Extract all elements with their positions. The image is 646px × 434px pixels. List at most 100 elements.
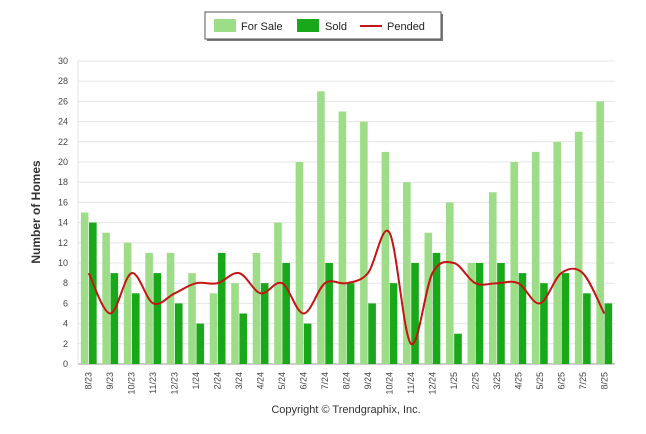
x-tick-label: 1/24 <box>191 372 201 390</box>
bar-for-sale <box>531 151 540 364</box>
bar-for-sale <box>403 182 411 364</box>
y-axis-label: Number of Homes <box>29 160 43 264</box>
bar-sold <box>604 303 613 364</box>
y-tick-label: 20 <box>58 157 68 167</box>
pended-line <box>87 229 606 345</box>
bar-sold <box>196 323 205 364</box>
x-tick-label: 4/24 <box>256 372 266 390</box>
bar-sold <box>346 283 355 364</box>
bar-for-sale <box>80 212 89 364</box>
y-tick-label: 18 <box>58 177 68 187</box>
y-tick-label: 26 <box>58 96 68 106</box>
bar-for-sale <box>317 91 325 365</box>
bar-sold <box>475 263 484 364</box>
bar-for-sale <box>231 283 239 364</box>
legend-for-sale-label: For Sale <box>241 21 283 33</box>
x-tick-label: 6/24 <box>299 372 309 390</box>
bar-sold <box>110 273 119 364</box>
bar-sold <box>239 313 247 364</box>
bar-sold <box>368 303 376 364</box>
bar-sold <box>411 263 419 364</box>
bar-for-sale <box>446 202 454 364</box>
bar-sold <box>153 273 162 364</box>
x-tick-label: 2/24 <box>213 372 223 390</box>
copyright: Copyright © Trendgraphix, Inc. <box>271 404 420 416</box>
bar-sold <box>325 263 333 364</box>
x-tick-label: 7/25 <box>578 372 588 390</box>
x-tick-label: 3/25 <box>492 372 502 390</box>
bar-sold <box>432 252 441 364</box>
bar-sold <box>303 323 312 364</box>
y-tick-label: 4 <box>63 319 68 329</box>
bar-for-sale <box>188 273 196 364</box>
bar-sold <box>89 222 97 364</box>
x-tick-label: 10/23 <box>127 372 137 395</box>
y-tick-label: 28 <box>58 76 68 86</box>
x-tick-label: 12/23 <box>170 372 180 395</box>
bar-sold <box>282 263 290 364</box>
legend-pended-label: Pended <box>387 21 425 33</box>
y-tick-label: 22 <box>58 137 68 147</box>
bar-for-sale <box>553 141 561 364</box>
legend-box <box>204 11 442 40</box>
bar-sold <box>454 333 462 364</box>
y-tick-label: 10 <box>58 258 68 268</box>
x-tick-label: 2/25 <box>470 372 480 390</box>
x-tick-label: 12/24 <box>427 372 437 395</box>
pended-line-layer <box>87 229 606 345</box>
y-tick-label: 0 <box>63 359 68 369</box>
y-tick-label: 14 <box>58 218 68 228</box>
x-tick-label: 10/24 <box>384 372 394 395</box>
bar-for-sale <box>338 111 347 364</box>
x-tick-label: 11/24 <box>406 372 416 394</box>
x-tick-label: 7/24 <box>320 372 330 390</box>
bar-sold <box>260 283 269 364</box>
y-tick-label: 30 <box>58 56 68 66</box>
bar-sold <box>540 283 548 364</box>
x-tick-label: 3/24 <box>234 372 244 390</box>
x-axis-ticks: 8/23 9/23 10/23 11/23 12/23 1/24 2/24 3/24 4/24 5… <box>84 372 610 395</box>
x-tick-label: 5/24 <box>277 372 287 390</box>
x-tick-label: 9/23 <box>105 372 115 390</box>
y-tick-label: 24 <box>58 117 68 127</box>
x-tick-label: 5/25 <box>535 372 545 390</box>
legend-sold-label: Sold <box>325 21 347 33</box>
legend-sold-swatch <box>297 19 319 32</box>
bar-for-sale <box>467 263 476 364</box>
x-tick-label: 8/25 <box>599 372 609 390</box>
bar-sold <box>583 293 591 364</box>
bar-sold <box>497 263 505 364</box>
bar-for-sale <box>123 242 132 364</box>
bar-sold <box>132 293 140 364</box>
x-tick-label: 6/25 <box>556 372 566 390</box>
bar-for-sale <box>381 151 390 364</box>
bar-sold <box>518 273 527 364</box>
y-tick-label: 8 <box>63 278 68 288</box>
x-tick-label: 9/24 <box>363 372 373 390</box>
bar-for-sale <box>252 252 261 364</box>
bar-for-sale <box>166 252 175 364</box>
bar-for-sale <box>574 131 583 364</box>
bars <box>80 91 613 365</box>
bar-for-sale <box>488 192 497 364</box>
bar-for-sale <box>510 162 519 364</box>
x-tick-label: 8/24 <box>342 372 352 390</box>
x-tick-label: 8/23 <box>84 372 94 390</box>
bar-for-sale <box>209 293 218 364</box>
bar-for-sale <box>360 121 368 364</box>
legend: For Sale Sold Pended <box>204 11 443 41</box>
bar-sold <box>561 273 570 364</box>
legend-for-sale-swatch <box>214 19 236 32</box>
x-tick-label: 4/25 <box>513 372 523 390</box>
bar-for-sale <box>102 232 110 364</box>
bar-for-sale <box>274 222 282 364</box>
bar-sold <box>174 303 183 364</box>
bar-for-sale <box>424 232 433 364</box>
bar-for-sale <box>295 162 304 364</box>
bar-sold <box>217 252 226 364</box>
bar-for-sale <box>145 252 153 364</box>
x-tick-label: 1/25 <box>449 372 459 390</box>
bar-sold <box>389 283 398 364</box>
